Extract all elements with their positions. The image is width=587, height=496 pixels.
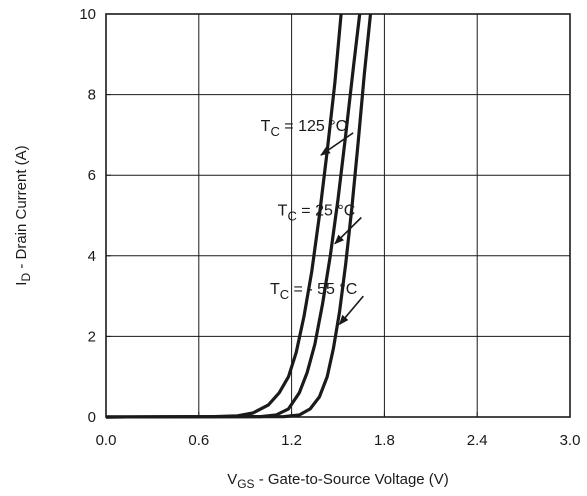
x-axis-label: VGS - Gate-to-Source Voltage (V)	[227, 471, 449, 491]
y-axis-ticks: 0 2 4 6 8 10	[79, 6, 111, 426]
y-tick-label: 10	[79, 6, 96, 23]
annotations: TC = 125 °C TC = 25 °C TC = - 55 °C	[261, 118, 364, 326]
series-curve-3	[105, 13, 373, 419]
y-tick-label: 8	[88, 87, 96, 104]
y-tick-label: 0	[88, 409, 96, 426]
annotation-arrow-3	[338, 295, 364, 326]
x-tick-label: 1.2	[281, 432, 302, 449]
x-tick-label: 0.6	[188, 432, 209, 449]
y-tick-label: 4	[88, 248, 96, 265]
x-tick-label: 0.0	[96, 432, 117, 449]
x-axis-ticks: 0.0 0.6 1.2 1.8 2.4 3.0	[96, 412, 581, 449]
annotation-arrow-1	[320, 132, 354, 156]
series-curve-2	[105, 13, 362, 419]
annotation-arrow-2	[334, 216, 362, 245]
y-tick-label: 2	[88, 328, 96, 345]
y-axis-label: ID - Drain Current (A)	[13, 145, 33, 285]
series-annotation-1: TC = 125 °C	[261, 118, 348, 139]
series-annotation-3: TC = - 55 °C	[270, 281, 357, 302]
x-tick-label: 2.4	[467, 432, 488, 449]
x-tick-label: 3.0	[560, 432, 581, 449]
grid	[106, 14, 570, 417]
data-curves	[105, 13, 373, 419]
x-tick-label: 1.8	[374, 432, 395, 449]
plot-frame	[105, 13, 571, 418]
y-tick-label: 6	[88, 167, 96, 184]
series-annotation-2: TC = 25 °C	[278, 203, 356, 224]
